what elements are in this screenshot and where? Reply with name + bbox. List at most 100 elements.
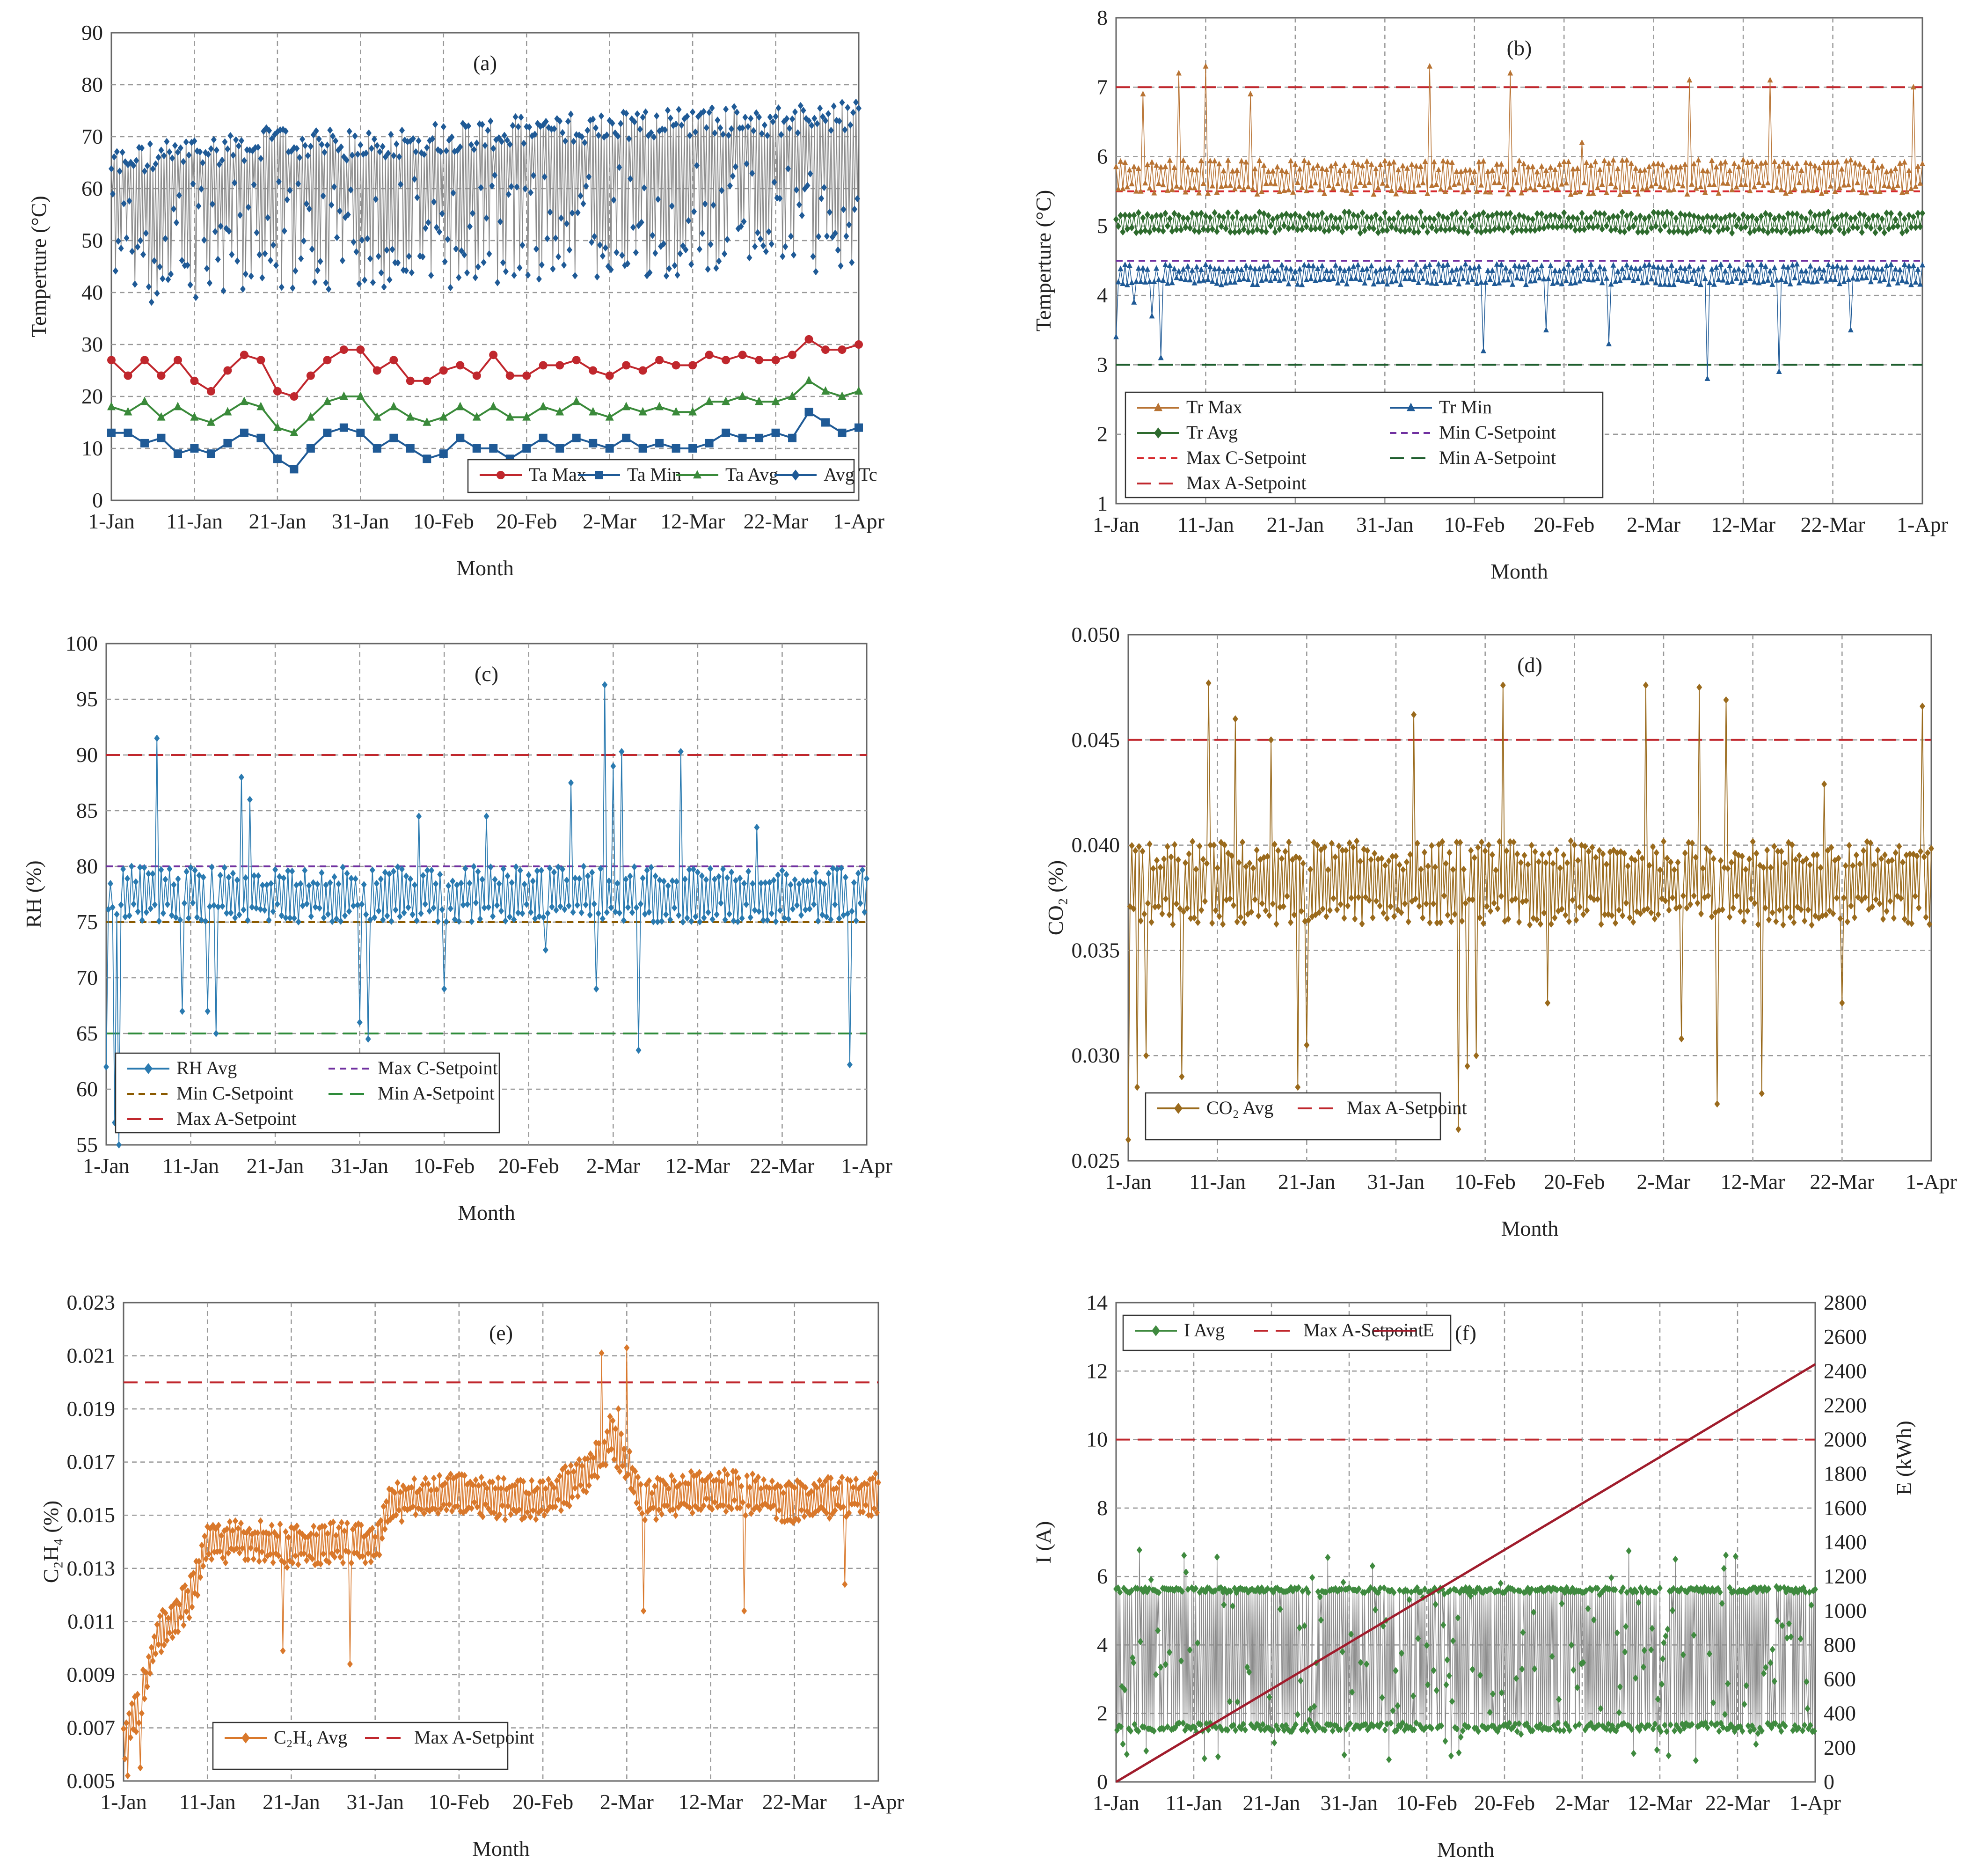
avg-tc-point bbox=[490, 145, 497, 153]
series-co2-avg-point bbox=[1892, 849, 1899, 857]
x-tick-label: 10-Feb bbox=[1396, 1791, 1457, 1815]
series-tr-min-point bbox=[1521, 264, 1527, 270]
series-rh-avg-point bbox=[542, 946, 548, 954]
i-avg-point bbox=[1328, 1721, 1334, 1729]
i-avg-point bbox=[1772, 1720, 1778, 1727]
series-co2-avg-point bbox=[1773, 917, 1779, 925]
avg-tc-point bbox=[218, 222, 224, 230]
avg-tc-point bbox=[584, 126, 591, 134]
series-c2h4-avg-point bbox=[736, 1474, 742, 1482]
series-tr-max-point bbox=[1568, 191, 1574, 197]
i-avg-point bbox=[1636, 1726, 1643, 1734]
i-avg-point bbox=[1790, 1727, 1796, 1734]
y-tick-label: 60 bbox=[81, 176, 103, 200]
series-co2-avg-point bbox=[1668, 858, 1674, 866]
avg-tc-point bbox=[599, 252, 606, 260]
series-c2h4-avg-point bbox=[407, 1504, 413, 1512]
series-tr-avg-point bbox=[1597, 210, 1603, 218]
x-tick-label: 1-Apr bbox=[841, 1154, 892, 1178]
series-rh-avg-point bbox=[348, 874, 354, 882]
avg-tc-point bbox=[638, 219, 644, 226]
series-rh-avg-point bbox=[154, 734, 160, 742]
avg-tc-point bbox=[362, 276, 368, 284]
series-rh-avg-point bbox=[228, 909, 234, 917]
series-ta-min-point bbox=[173, 449, 182, 458]
x-tick-label: 1-Jan bbox=[83, 1154, 130, 1178]
avg-tc-point bbox=[592, 233, 598, 241]
series-c2h4-avg-point bbox=[347, 1660, 353, 1668]
series-tr-max-point bbox=[1209, 183, 1215, 189]
series-ta-avg bbox=[107, 375, 863, 436]
series-c2h4-avg-point bbox=[513, 1508, 519, 1516]
avg-tc-point bbox=[744, 160, 750, 168]
series-tr-avg-point bbox=[1729, 229, 1735, 237]
series-tr-min-point bbox=[1852, 264, 1858, 270]
series-c2h4-avg-point bbox=[332, 1553, 338, 1561]
y-tick-label: 7 bbox=[1097, 75, 1108, 99]
series-ta-min-point bbox=[638, 444, 647, 453]
series-ta-min-point bbox=[372, 444, 381, 453]
series-tr-max-point bbox=[1913, 183, 1919, 189]
series-rh-avg-point bbox=[690, 865, 696, 873]
series-tr-max-point bbox=[1442, 188, 1448, 194]
series-tr-avg-point bbox=[1850, 223, 1856, 231]
series-co2-avg-point bbox=[1495, 905, 1501, 912]
series-c2h4-avg-point bbox=[603, 1461, 609, 1469]
avg-tc-point bbox=[423, 224, 429, 232]
series-c2h4-avg-point bbox=[449, 1507, 455, 1515]
avg-tc-point bbox=[203, 149, 209, 156]
series-co2-avg-point bbox=[1154, 857, 1160, 864]
i-avg-point bbox=[1213, 1724, 1219, 1731]
series-tr-max-point bbox=[1644, 184, 1650, 191]
series-c2h4-avg-point bbox=[121, 1725, 126, 1733]
series-c2h4-avg-point bbox=[484, 1484, 490, 1492]
series-tr-avg-point bbox=[1606, 214, 1612, 222]
series-rh-avg-point bbox=[644, 866, 650, 874]
series-tr-max-point bbox=[1330, 185, 1337, 191]
series-c2h4-avg-point bbox=[491, 1509, 497, 1517]
i-avg-point bbox=[1444, 1656, 1450, 1664]
series-rh-avg-point bbox=[137, 864, 143, 871]
series-tr-min-point bbox=[1388, 278, 1395, 285]
series-tr-avg-point bbox=[1707, 227, 1713, 235]
series-rh-avg-point bbox=[513, 863, 519, 871]
series-tr-max-point bbox=[1798, 167, 1804, 173]
series-tr-max-point bbox=[1424, 190, 1431, 196]
series-co2-avg-point bbox=[1322, 843, 1328, 851]
avg-tc-point bbox=[763, 248, 769, 256]
series-c2h4-avg-point bbox=[438, 1505, 444, 1513]
series-rh-avg-point bbox=[232, 914, 238, 922]
series-rh-avg-point bbox=[583, 901, 589, 909]
series-c2h4-avg-point bbox=[423, 1474, 429, 1482]
series-tr-max-point bbox=[1131, 163, 1137, 169]
series-c2h4-avg-point bbox=[826, 1514, 833, 1522]
series-tr-max-point bbox=[1742, 181, 1748, 187]
series-ta-avg-point bbox=[589, 407, 598, 416]
series-tr-max-point bbox=[1198, 157, 1204, 163]
series-c2h4-avg-point bbox=[643, 1481, 650, 1488]
series-c2h4-avg-point bbox=[176, 1601, 183, 1608]
series-ta-min-point bbox=[755, 433, 764, 442]
series-rh-avg-point bbox=[599, 915, 606, 923]
avg-tc-point bbox=[112, 267, 118, 275]
series-c2h4-avg-point bbox=[122, 1755, 128, 1763]
i-avg-point bbox=[1249, 1585, 1255, 1593]
i-avg-point bbox=[1240, 1720, 1246, 1728]
series-rh-avg-point bbox=[304, 900, 310, 908]
avg-tc-point bbox=[213, 147, 219, 154]
series-c2h4-avg-point bbox=[552, 1503, 558, 1510]
series-tr-max-point bbox=[1541, 183, 1547, 190]
series-rh-avg-point bbox=[773, 917, 779, 925]
i-avg-point bbox=[1717, 1588, 1723, 1596]
series-co2-avg-point bbox=[1630, 918, 1636, 926]
avg-tc-point bbox=[492, 171, 498, 179]
series-c2h4-avg-point bbox=[343, 1547, 349, 1554]
series-rh-avg-point bbox=[718, 899, 724, 907]
series-co2-avg-point bbox=[1363, 893, 1369, 901]
avg-tc-point bbox=[249, 147, 256, 155]
series-tr-avg-point bbox=[1534, 210, 1540, 218]
series-rh-avg-point bbox=[743, 901, 749, 908]
series-c2h4-avg-point bbox=[387, 1515, 394, 1523]
series-tr-min-point bbox=[1214, 280, 1220, 286]
series-rh-avg-point bbox=[811, 901, 817, 908]
